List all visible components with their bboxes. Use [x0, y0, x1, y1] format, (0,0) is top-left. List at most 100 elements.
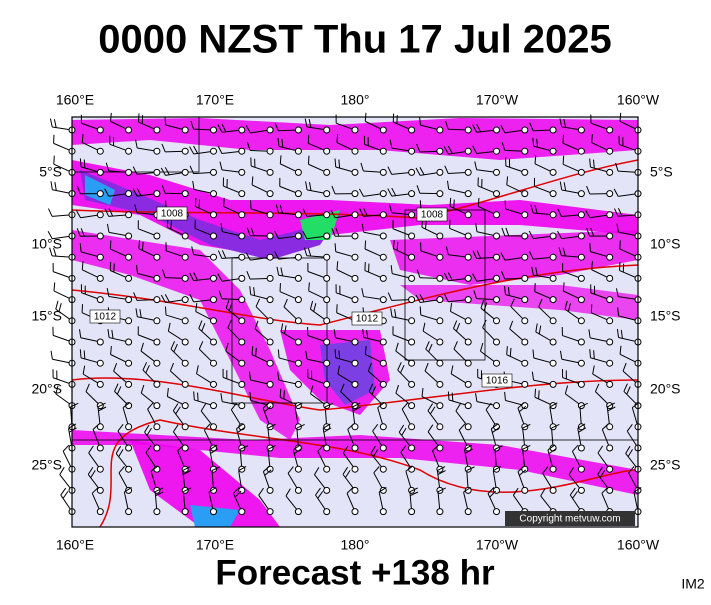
station [295, 254, 301, 260]
station [154, 169, 160, 175]
station [607, 212, 613, 218]
station [182, 191, 188, 197]
station [154, 403, 160, 409]
station [295, 487, 301, 493]
station [578, 191, 584, 197]
station [211, 127, 217, 133]
station [97, 381, 103, 387]
isobar-label: 1008 [161, 209, 184, 220]
station [324, 339, 330, 345]
station [380, 509, 386, 515]
station [352, 360, 358, 366]
station [380, 445, 386, 451]
station [182, 254, 188, 260]
barb-feather [51, 351, 52, 359]
station [154, 148, 160, 154]
station [409, 254, 415, 260]
barb-feather [507, 346, 508, 355]
station [182, 381, 188, 387]
station [380, 360, 386, 366]
isobar-label: 1016 [486, 376, 509, 387]
station [239, 233, 245, 239]
station [494, 254, 500, 260]
station [380, 254, 386, 260]
station [409, 445, 415, 451]
station [578, 466, 584, 472]
barb-feather [450, 198, 451, 207]
station [352, 254, 358, 260]
lat-label: 20°S [650, 381, 681, 397]
barb-feather [590, 243, 591, 252]
station [126, 297, 132, 303]
lat-label: 15°S [650, 308, 681, 324]
station [126, 339, 132, 345]
station [154, 509, 160, 515]
station [295, 339, 301, 345]
station [324, 381, 330, 387]
station [295, 127, 301, 133]
station [352, 275, 358, 281]
barb-feather [563, 156, 564, 165]
station [465, 318, 471, 324]
lat-label: 10°S [31, 236, 62, 252]
station [550, 191, 556, 197]
station [437, 254, 443, 260]
station [182, 127, 188, 133]
station [494, 339, 500, 345]
barb-feather [335, 243, 336, 252]
station [494, 318, 500, 324]
station [494, 403, 500, 409]
station [97, 191, 103, 197]
station [550, 297, 556, 303]
station [380, 148, 386, 154]
station [465, 424, 471, 430]
barb-feather [397, 242, 398, 251]
station [409, 424, 415, 430]
station [437, 191, 443, 197]
station [126, 360, 132, 366]
barb-feather [280, 155, 281, 164]
station [380, 127, 386, 133]
station [494, 297, 500, 303]
station [494, 275, 500, 281]
barb-feather [84, 159, 85, 168]
station [522, 191, 528, 197]
station [522, 275, 528, 281]
station [494, 191, 500, 197]
station [578, 318, 584, 324]
station [437, 233, 443, 239]
station [409, 381, 415, 387]
station [126, 424, 132, 430]
station [154, 233, 160, 239]
station [352, 487, 358, 493]
station [522, 297, 528, 303]
lon-label: 160°W [617, 92, 660, 108]
barb-feather [63, 491, 68, 498]
station [182, 360, 188, 366]
station [97, 339, 103, 345]
station [324, 148, 330, 154]
lon-label: 170°E [196, 537, 234, 553]
station [409, 339, 415, 345]
station [607, 339, 613, 345]
barb-feather [48, 209, 52, 217]
station [437, 360, 443, 366]
station [494, 509, 500, 515]
station [352, 212, 358, 218]
station [607, 360, 613, 366]
station [409, 233, 415, 239]
station [211, 403, 217, 409]
station [380, 233, 386, 239]
station [465, 509, 471, 515]
title: 0000 NZST Thu 17 Jul 2025 [98, 18, 612, 62]
station [437, 127, 443, 133]
station [437, 403, 443, 409]
station [352, 127, 358, 133]
station [465, 381, 471, 387]
station [352, 297, 358, 303]
station [154, 254, 160, 260]
station [578, 297, 584, 303]
station [522, 254, 528, 260]
station [295, 297, 301, 303]
barb-feather [195, 198, 196, 207]
